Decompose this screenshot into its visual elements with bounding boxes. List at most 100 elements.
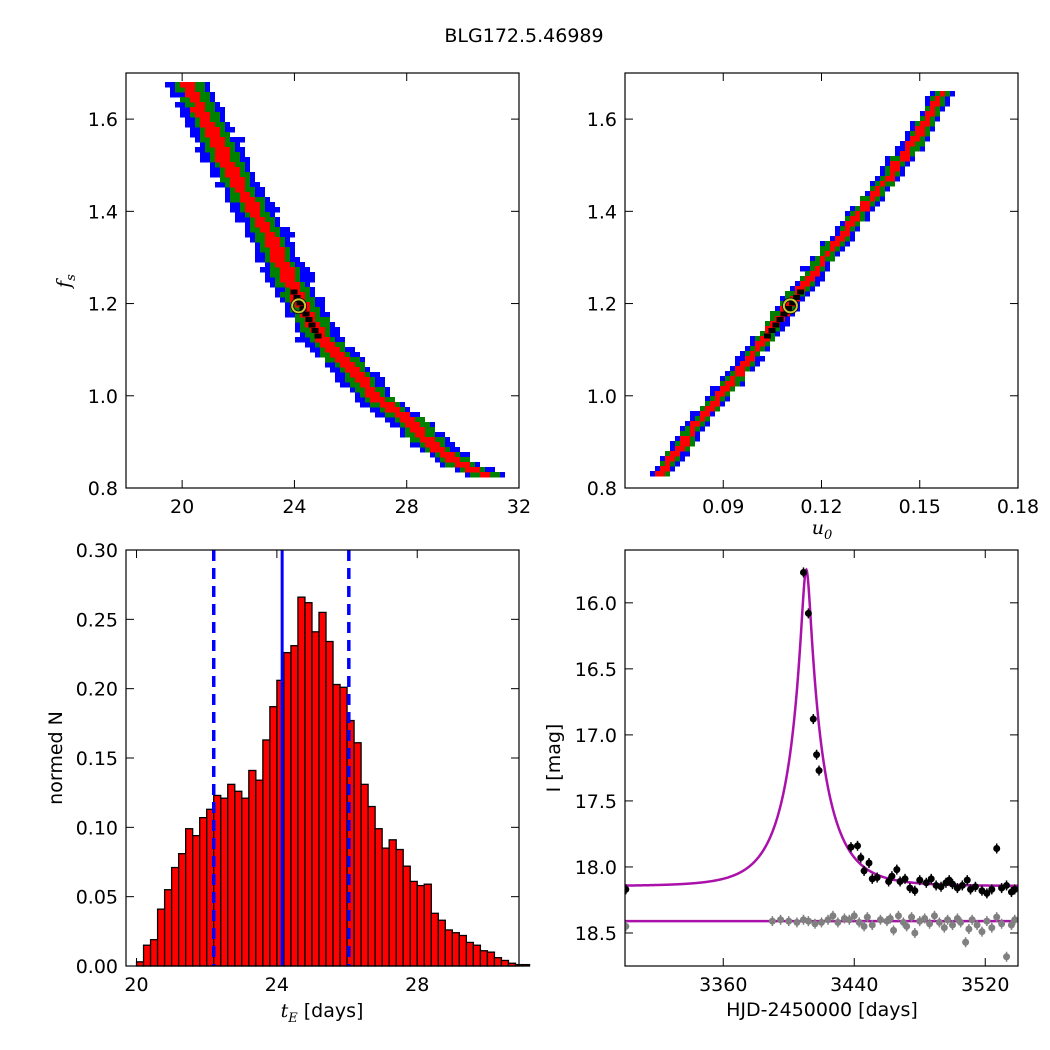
contour-cell xyxy=(235,187,245,193)
hist-bar xyxy=(234,790,243,967)
contour-cell xyxy=(855,211,860,217)
data-point xyxy=(799,568,807,576)
y-tick-label: 0.15 xyxy=(76,748,118,770)
contour-cell xyxy=(930,101,940,107)
hist-bar xyxy=(311,631,320,967)
data-point xyxy=(860,867,868,875)
contour-cell xyxy=(230,182,245,188)
contour-cell xyxy=(710,401,720,407)
residual-point xyxy=(978,928,986,936)
contour-cell xyxy=(930,106,935,112)
data-point xyxy=(963,876,971,884)
contour-cell xyxy=(320,342,335,348)
core-cell xyxy=(314,333,322,339)
data-point xyxy=(922,879,930,887)
data-point xyxy=(854,842,862,850)
residual-point xyxy=(973,921,981,929)
contour-cell xyxy=(870,196,875,202)
contour-cell xyxy=(670,451,680,457)
x-axis-label-var: u xyxy=(812,517,824,539)
residual-point xyxy=(911,929,919,937)
x-axis-label: HJD-2450000 [days] xyxy=(726,999,918,1021)
hist-bar xyxy=(156,908,166,967)
y-tick-label: 1.6 xyxy=(88,109,118,131)
x-tick-label: 24 xyxy=(265,974,289,996)
x-tick-label: 0.15 xyxy=(899,496,941,518)
residual-points xyxy=(625,910,1018,962)
hist-bar xyxy=(185,828,194,967)
y-axis-label-sub: s xyxy=(64,274,79,281)
y-axis-label: normed N xyxy=(45,711,67,805)
contour-cell xyxy=(890,171,895,177)
contour-cell xyxy=(660,466,670,472)
contour-cell xyxy=(900,151,910,157)
contour-cell xyxy=(270,257,285,263)
residual-point xyxy=(829,912,837,920)
core-cell xyxy=(305,316,313,322)
contour-cell xyxy=(275,262,290,268)
y-tick-label: 16.0 xyxy=(575,593,617,615)
x-tick-label: 32 xyxy=(507,496,531,518)
residual-point xyxy=(876,916,884,924)
y-tick-label: 16.5 xyxy=(575,659,617,681)
contour-cell xyxy=(420,437,435,443)
hist-bar xyxy=(199,816,208,967)
contour-cell xyxy=(325,347,340,353)
model-curve xyxy=(625,567,1018,888)
core-cell xyxy=(784,305,792,311)
hist-bar xyxy=(360,783,369,967)
contour-cell xyxy=(940,91,945,97)
x-axis-label-unit: [days] xyxy=(298,1000,364,1022)
contour-cell xyxy=(690,421,700,427)
hist-bar xyxy=(304,602,313,967)
y-tick-label: 18.5 xyxy=(575,923,617,945)
contour-cell xyxy=(185,92,200,98)
contour-cell xyxy=(890,161,900,167)
hist-bar xyxy=(381,847,390,967)
data-points xyxy=(625,567,1018,899)
core-cell xyxy=(764,333,772,339)
plot-frame xyxy=(624,549,1019,967)
contour-cell xyxy=(730,376,735,382)
residual-point xyxy=(768,917,776,925)
data-point xyxy=(809,715,817,723)
x-axis-label: tE [days] xyxy=(281,1000,364,1026)
y-tick-label: 18.0 xyxy=(575,857,617,879)
residual-point xyxy=(998,920,1006,928)
contour-cell xyxy=(715,396,720,402)
contour-cell xyxy=(345,367,360,373)
hist-bar xyxy=(486,951,496,967)
contour-cell xyxy=(195,112,210,118)
data-point xyxy=(971,883,979,891)
contour-cell xyxy=(830,246,835,252)
contour-cell xyxy=(750,351,755,357)
contour-cell xyxy=(230,177,245,183)
contour-cell xyxy=(365,387,375,393)
residual-point xyxy=(860,922,868,930)
core-cell xyxy=(290,289,298,295)
hist-bar xyxy=(241,797,250,967)
residual-point xyxy=(818,918,825,926)
contour-cell xyxy=(905,146,920,152)
contour-cell xyxy=(715,391,725,397)
light-curve-plot xyxy=(625,567,1018,962)
residual-point xyxy=(968,916,976,924)
residual-point xyxy=(962,938,970,946)
residual-point xyxy=(834,918,842,926)
residual-point xyxy=(988,924,996,932)
contour-cell xyxy=(800,281,810,287)
contour-cell xyxy=(840,231,850,237)
contour-cell xyxy=(255,222,270,228)
core-cell xyxy=(776,316,784,322)
contour-cell xyxy=(240,192,250,198)
residual-point xyxy=(926,920,934,928)
hist-bar xyxy=(451,932,460,967)
y-axis-label-var: f xyxy=(53,278,75,290)
core-cell xyxy=(296,300,304,306)
residual-point xyxy=(949,921,956,929)
hist-bar xyxy=(177,853,187,967)
hist-bar xyxy=(402,865,411,967)
data-point xyxy=(949,880,956,888)
data-point xyxy=(625,885,630,893)
hist-bar xyxy=(192,835,201,967)
